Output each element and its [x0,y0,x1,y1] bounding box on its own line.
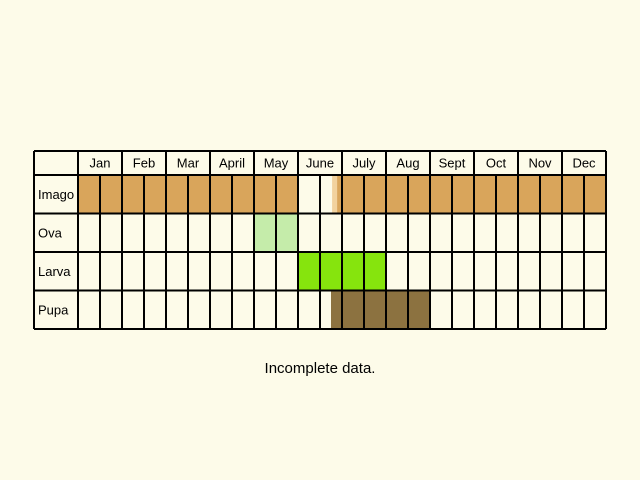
cell-imago-17 [452,175,474,214]
cell-imago-0 [78,175,100,214]
cell-larva-10 [298,252,320,291]
cell-larva-11 [320,252,342,291]
cell-imago-12 [342,175,364,214]
cell-imago-9 [276,175,298,214]
cell-imago-11-light [332,175,342,214]
month-label-mar: Mar [177,156,200,171]
cell-pupa-11 [331,290,342,329]
cell-pupa-14 [386,290,408,329]
cell-imago-4 [166,175,188,214]
month-label-nov: Nov [528,156,552,171]
cell-imago-7 [232,175,254,214]
cell-pupa-13 [364,290,386,329]
cell-imago-14 [386,175,408,214]
month-label-june: June [306,156,334,171]
cell-imago-15 [408,175,430,214]
cell-imago-23 [584,175,606,214]
cell-imago-21 [540,175,562,214]
cell-imago-8 [254,175,276,214]
cell-pupa-15 [408,290,430,329]
cell-imago-22 [562,175,584,214]
row-label-larva: Larva [38,264,71,279]
cell-imago-5 [188,175,210,214]
cell-ova-9 [276,213,298,252]
cell-larva-13 [364,252,386,291]
cell-ova-8 [254,213,276,252]
row-label-imago: Imago [38,187,74,202]
cell-imago-2 [122,175,144,214]
cell-imago-16 [430,175,452,214]
month-label-oct: Oct [486,156,507,171]
month-label-aug: Aug [396,156,419,171]
month-label-jan: Jan [90,156,111,171]
cell-larva-12 [342,252,364,291]
chart-note: Incomplete data. [264,360,376,377]
month-label-sept: Sept [439,156,466,171]
cell-imago-19 [496,175,518,214]
cell-imago-18 [474,175,496,214]
cell-imago-11 [337,175,342,214]
row-label-pupa: Pupa [38,302,69,317]
month-label-may: May [264,156,289,171]
cell-imago-1 [100,175,122,214]
month-label-feb: Feb [133,156,155,171]
cell-imago-13 [364,175,386,214]
cell-imago-3 [144,175,166,214]
month-label-april: April [219,156,245,171]
month-label-july: July [352,156,376,171]
month-label-dec: Dec [572,156,596,171]
cell-pupa-12 [342,290,364,329]
cell-imago-6 [210,175,232,214]
cell-imago-20 [518,175,540,214]
row-label-ova: Ova [38,225,63,240]
